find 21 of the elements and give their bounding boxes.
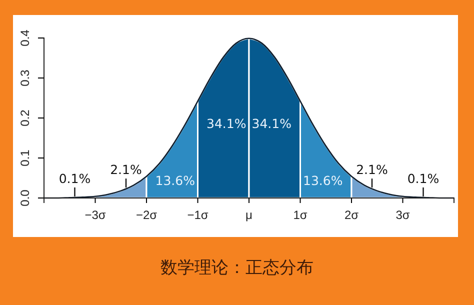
y-tick-label: 0.3 [18,69,32,86]
x-tick-label: μ [246,208,253,222]
annotation: 2.1% [356,162,388,177]
annotation: 0.1% [58,170,91,186]
y-tick-label: 0.0 [18,189,32,206]
y-tick-label: 0.4 [18,29,32,46]
annotation: 34.1% [206,116,246,131]
annotation: 34.1% [252,116,292,131]
y-tick-label: 0.2 [18,109,32,126]
annotation: 2.1% [110,162,142,177]
y-tick-label: 0.1 [18,149,32,166]
x-tick-label: −1σ [187,208,209,222]
x-tick-label: 1σ [293,208,308,222]
x-tick-label: −2σ [136,208,158,222]
annotation: 0.1% [407,170,440,186]
x-tick-label: −3σ [84,208,106,222]
annotation: 13.6% [303,173,343,188]
x-tick-label: 3σ [396,208,410,222]
text: 数学理论：正态分布 [160,258,314,278]
annotation: 13.6% [155,173,196,188]
x-tick-label: 2σ [344,208,360,222]
